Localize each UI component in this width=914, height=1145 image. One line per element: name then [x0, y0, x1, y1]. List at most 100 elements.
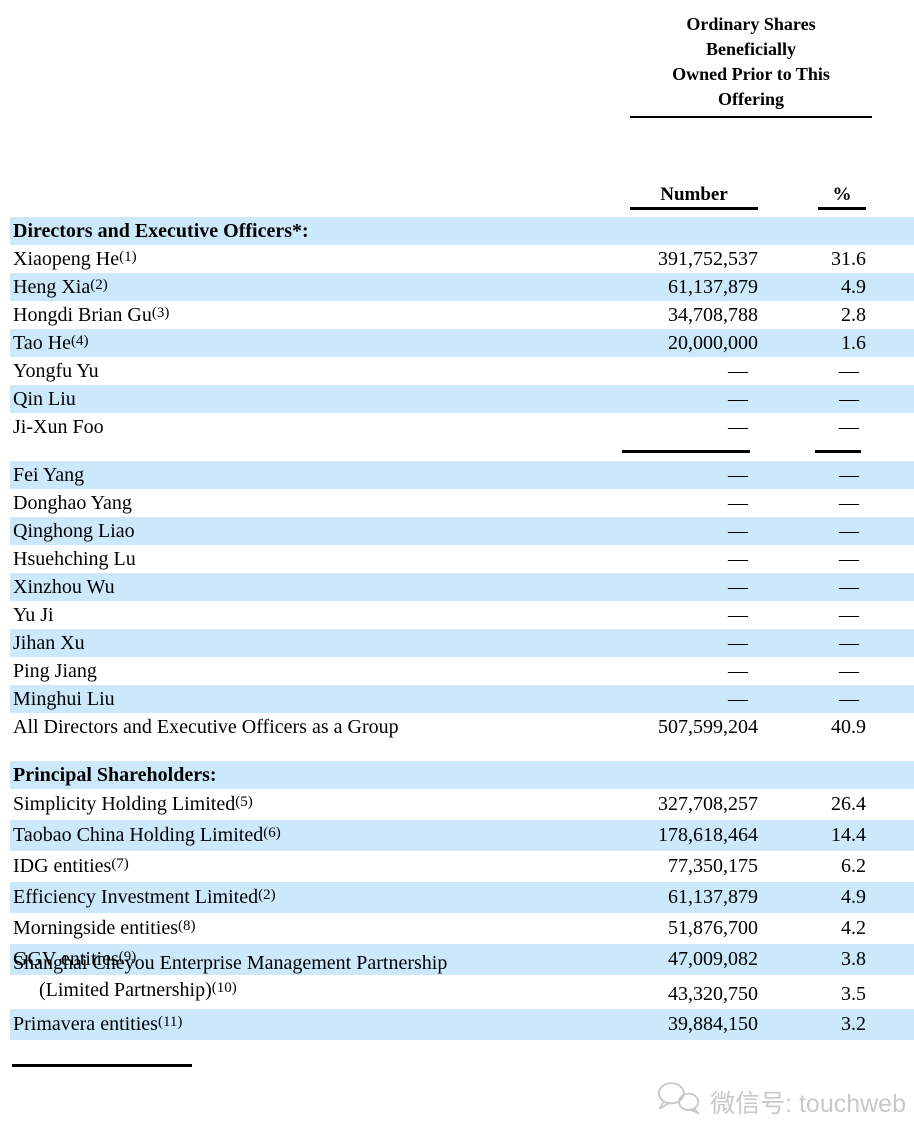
shareholder-name-cell: Minghui Liu — [10, 688, 558, 711]
ownership-percent-cell: — — [758, 492, 866, 515]
ownership-percent: — — [839, 519, 859, 542]
shares-number-cell: — — [558, 660, 758, 683]
table-row: Yongfu Yu — — — [10, 357, 914, 385]
ownership-percent-cell: 14.4 — [758, 824, 866, 847]
table-row: Primavera entities(11) 39,884,150 3.2 — [10, 1009, 914, 1040]
shareholder-name: Taobao China Holding Limited — [13, 824, 264, 846]
ownership-percent: — — [839, 687, 859, 710]
table-section: Directors and Executive Officers*: Xiaope… — [10, 217, 914, 741]
ownership-percent-cell: — — [758, 464, 866, 487]
shareholder-name-line2: (Limited Partnership)(10) — [13, 977, 558, 1006]
shares-number: — — [728, 519, 748, 542]
ownership-percent: 3.5 — [841, 983, 866, 1005]
table-row: Jihan Xu — — — [10, 629, 914, 657]
shares-number-cell: — — [558, 632, 758, 655]
shares-number: 61,137,879 — [668, 275, 758, 298]
shares-number: 61,137,879 — [668, 886, 758, 908]
column-header-percent: % — [818, 184, 866, 210]
ownership-percent-cell: — — [758, 520, 866, 543]
ownership-percent-cell: 4.9 — [758, 886, 866, 909]
table-row: Minghui Liu — — — [10, 685, 914, 713]
shares-number-cell: 34,708,788 — [558, 304, 758, 327]
section-header-label: Directors and Executive Officers*: — [13, 219, 309, 242]
ownership-percent: — — [839, 415, 859, 438]
shareholder-name-cell: Yongfu Yu — [10, 360, 558, 383]
table-row: Tao He(4) 20,000,000 1.6 — [10, 329, 914, 357]
shares-number: 39,884,150 — [668, 1013, 758, 1035]
column-header-row: Number % — [10, 172, 914, 210]
shareholder-name-cell: Fei Yang — [10, 464, 558, 487]
footnote-rule — [12, 1064, 192, 1067]
shares-number-cell: — — [558, 492, 758, 515]
shareholder-name: GGV entities — [13, 948, 119, 970]
shareholder-name: All Directors and Executive Officers as … — [13, 715, 399, 738]
shareholder-name-cell: Primavera entities(11) — [10, 1013, 558, 1036]
table-row: Efficiency Investment Limited(2) 61,137,8… — [10, 882, 914, 913]
shareholder-name: Yu Ji — [13, 603, 54, 626]
table-row: Qin Liu — — — [10, 385, 914, 413]
table-row: Heng Xia(2) 61,137,879 4.9 — [10, 273, 914, 301]
shareholder-name-cell: Qin Liu — [10, 388, 558, 411]
shareholder-name-cell: Xinzhou Wu — [10, 576, 558, 599]
shares-number-cell: 77,350,175 — [558, 855, 758, 878]
shares-number: 34,708,788 — [668, 303, 758, 326]
ownership-percent-cell: — — [758, 576, 866, 599]
shareholder-name-cell: Heng Xia(2) — [10, 276, 558, 299]
footnote-reference: (11) — [157, 1014, 183, 1030]
shareholder-name: Shanghai Cheyou Enterprise Management Pa… — [13, 952, 448, 974]
footnote-reference: (8) — [177, 918, 196, 934]
shares-number-cell: 43,320,750 — [558, 983, 758, 1006]
table-row: Fei Yang — — — [10, 461, 914, 489]
shareholder-name: Efficiency Investment Limited — [13, 886, 259, 908]
shareholder-name: Tao He — [13, 331, 72, 354]
ownership-percent: 3.2 — [841, 1013, 866, 1035]
shareholder-name: Xiaopeng He — [13, 247, 120, 270]
column-group-title-line: Owned Prior to This — [672, 64, 830, 84]
shares-number: — — [728, 659, 748, 682]
footnote-reference: (2) — [90, 276, 108, 293]
shareholder-name-cell: Xiaopeng He(1) — [10, 248, 558, 271]
shareholder-name-cell: IDG entities(7) — [10, 855, 558, 878]
shares-number: 43,320,750 — [668, 983, 758, 1005]
table-section: Principal Shareholders: Simplicity Holdin… — [10, 761, 914, 1040]
ownership-percent: — — [839, 491, 859, 514]
ownership-percent: 6.2 — [841, 855, 866, 877]
shares-number: 507,599,204 — [658, 715, 758, 738]
shareholder-name-cell: Ping Jiang — [10, 660, 558, 683]
shareholder-name: Yongfu Yu — [13, 359, 99, 382]
shares-number: 77,350,175 — [668, 855, 758, 877]
shares-number-cell: — — [558, 548, 758, 571]
shares-number: 327,708,257 — [658, 793, 758, 815]
shares-number: — — [728, 547, 748, 570]
ownership-percent-cell: — — [758, 416, 866, 439]
shares-number: — — [728, 359, 748, 382]
shares-number: — — [728, 387, 748, 410]
table-row: Ping Jiang — — — [10, 657, 914, 685]
shareholder-name: Simplicity Holding Limited — [13, 793, 236, 815]
shareholder-name-cell: Efficiency Investment Limited(2) — [10, 886, 558, 909]
table-row: Donghao Yang — — — [10, 489, 914, 517]
footnote-reference: (3) — [151, 304, 170, 321]
ownership-percent: — — [839, 659, 859, 682]
shares-number-cell: — — [558, 360, 758, 383]
ownership-percent-cell: 6.2 — [758, 855, 866, 878]
shareholder-name-cell: Qinghong Liao — [10, 520, 558, 543]
column-header-number: Number — [630, 184, 758, 210]
watermark-text: 微信号: touchweb — [710, 1089, 906, 1118]
shareholder-name-cell: Donghao Yang — [10, 492, 558, 515]
shares-number: 20,000,000 — [668, 331, 758, 354]
ownership-percent: — — [839, 631, 859, 654]
ownership-percent-cell: 4.2 — [758, 917, 866, 940]
table-row: Xiaopeng He(1) 391,752,537 31.6 — [10, 245, 914, 273]
shares-number: — — [728, 415, 748, 438]
table-row: GGV entities(9) 47,009,082 3.8 — [10, 944, 914, 975]
shares-number-cell: — — [558, 520, 758, 543]
footnote-reference: (10) — [211, 980, 237, 996]
shares-number: — — [728, 491, 748, 514]
shareholder-name: Jihan Xu — [13, 631, 85, 654]
ownership-percent: 4.9 — [841, 886, 866, 908]
table-row: Ji-Xun Foo — — — [10, 413, 914, 441]
ownership-percent: 3.8 — [841, 948, 866, 970]
shares-number-cell: 39,884,150 — [558, 1013, 758, 1036]
